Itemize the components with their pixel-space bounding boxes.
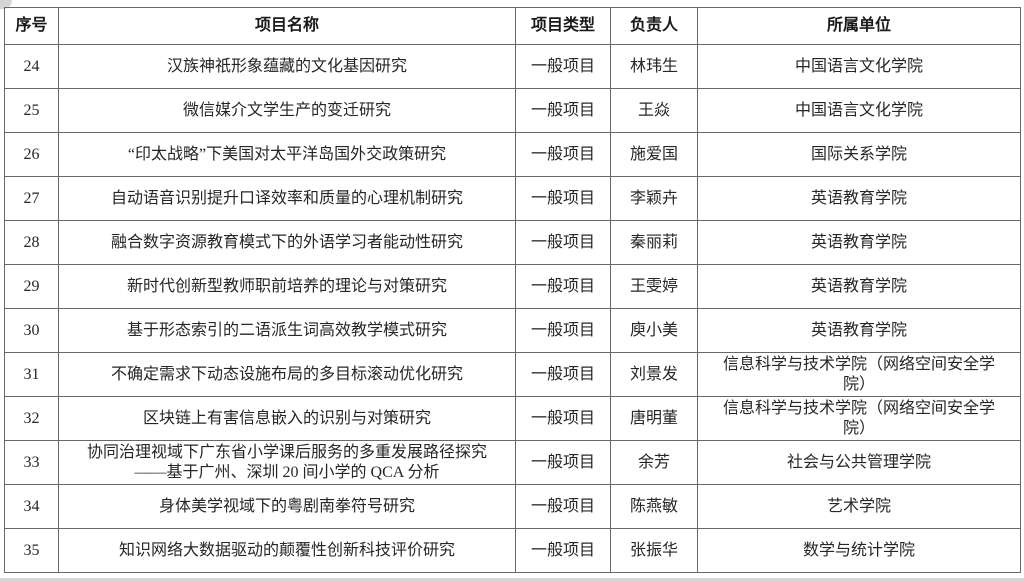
cell-project-name: 基于形态索引的二语派生词高效教学模式研究 bbox=[58, 308, 516, 353]
cell-seq: 31 bbox=[4, 352, 59, 397]
cell-project-name: 协同治理视域下广东省小学课后服务的多重发展路径探究 ——基于广州、深圳 20 间… bbox=[58, 440, 516, 485]
cell-project-type: 一般项目 bbox=[515, 220, 611, 265]
cell-project-name: 新时代创新型教师职前培养的理论与对策研究 bbox=[58, 264, 516, 309]
cell-project-name: 自动语音识别提升口译效率和质量的心理机制研究 bbox=[58, 176, 516, 221]
table-row: 35 知识网络大数据驱动的颠覆性创新科技评价研究 一般项目 张振华 数学与统计学… bbox=[4, 528, 1021, 573]
cell-leader: 庾小美 bbox=[610, 308, 698, 353]
scan-artifact-bottom-edge bbox=[0, 578, 1024, 581]
cell-project-name: 不确定需求下动态设施布局的多目标滚动优化研究 bbox=[58, 352, 516, 397]
cell-leader: 唐明董 bbox=[610, 396, 698, 441]
cell-leader: 王雯婷 bbox=[610, 264, 698, 309]
cell-leader: 秦丽莉 bbox=[610, 220, 698, 265]
cell-unit: 英语教育学院 bbox=[697, 220, 1021, 265]
cell-leader: 施爱国 bbox=[610, 132, 698, 177]
table-row: 25 微信媒介文学生产的变迁研究 一般项目 王焱 中国语言文化学院 bbox=[4, 88, 1021, 133]
header-unit: 所属单位 bbox=[697, 7, 1021, 45]
cell-project-name: 知识网络大数据驱动的颠覆性创新科技评价研究 bbox=[58, 528, 516, 573]
cell-unit: 信息科学与技术学院（网络空间安全学 院） bbox=[697, 396, 1021, 441]
cell-seq: 28 bbox=[4, 220, 59, 265]
cell-unit: 信息科学与技术学院（网络空间安全学 院） bbox=[697, 352, 1021, 397]
cell-unit: 数学与统计学院 bbox=[697, 528, 1021, 573]
table-row: 31 不确定需求下动态设施布局的多目标滚动优化研究 一般项目 刘景发 信息科学与… bbox=[4, 352, 1021, 397]
cell-unit: 英语教育学院 bbox=[697, 308, 1021, 353]
cell-project-type: 一般项目 bbox=[515, 132, 611, 177]
cell-seq: 34 bbox=[4, 484, 59, 529]
cell-unit: 国际关系学院 bbox=[697, 132, 1021, 177]
table-body: 24 汉族神祇形象蕴藏的文化基因研究 一般项目 林玮生 中国语言文化学院 25 … bbox=[4, 44, 1021, 573]
table-row: 24 汉族神祇形象蕴藏的文化基因研究 一般项目 林玮生 中国语言文化学院 bbox=[4, 44, 1021, 89]
cell-project-name: 融合数字资源教育模式下的外语学习者能动性研究 bbox=[58, 220, 516, 265]
cell-unit: 中国语言文化学院 bbox=[697, 88, 1021, 133]
scan-artifact-top-left bbox=[0, 0, 12, 9]
cell-project-type: 一般项目 bbox=[515, 440, 611, 485]
cell-project-type: 一般项目 bbox=[515, 484, 611, 529]
table-row: 29 新时代创新型教师职前培养的理论与对策研究 一般项目 王雯婷 英语教育学院 bbox=[4, 264, 1021, 309]
cell-seq: 25 bbox=[4, 88, 59, 133]
cell-leader: 刘景发 bbox=[610, 352, 698, 397]
cell-leader: 张振华 bbox=[610, 528, 698, 573]
cell-project-type: 一般项目 bbox=[515, 528, 611, 573]
cell-seq: 30 bbox=[4, 308, 59, 353]
cell-project-type: 一般项目 bbox=[515, 396, 611, 441]
cell-leader: 王焱 bbox=[610, 88, 698, 133]
cell-project-name: 身体美学视域下的粤剧南拳符号研究 bbox=[58, 484, 516, 529]
table-row: 27 自动语音识别提升口译效率和质量的心理机制研究 一般项目 李颖卉 英语教育学… bbox=[4, 176, 1021, 221]
cell-unit: 中国语言文化学院 bbox=[697, 44, 1021, 89]
cell-unit: 社会与公共管理学院 bbox=[697, 440, 1021, 485]
cell-seq: 29 bbox=[4, 264, 59, 309]
cell-seq: 27 bbox=[4, 176, 59, 221]
cell-project-type: 一般项目 bbox=[515, 264, 611, 309]
header-leader: 负责人 bbox=[610, 7, 698, 45]
cell-unit: 艺术学院 bbox=[697, 484, 1021, 529]
cell-leader: 林玮生 bbox=[610, 44, 698, 89]
cell-project-type: 一般项目 bbox=[515, 176, 611, 221]
cell-project-name: 区块链上有害信息嵌入的识别与对策研究 bbox=[58, 396, 516, 441]
cell-project-name: “印太战略”下美国对太平洋岛国外交政策研究 bbox=[58, 132, 516, 177]
table-row: 30 基于形态索引的二语派生词高效教学模式研究 一般项目 庾小美 英语教育学院 bbox=[4, 308, 1021, 353]
header-project-type: 项目类型 bbox=[515, 7, 611, 45]
table-header: 序号 项目名称 项目类型 负责人 所属单位 bbox=[4, 7, 1021, 45]
cell-seq: 33 bbox=[4, 440, 59, 485]
header-seq: 序号 bbox=[4, 7, 59, 45]
cell-seq: 35 bbox=[4, 528, 59, 573]
table-row: 28 融合数字资源教育模式下的外语学习者能动性研究 一般项目 秦丽莉 英语教育学… bbox=[4, 220, 1021, 265]
header-project-name: 项目名称 bbox=[58, 7, 516, 45]
header-row: 序号 项目名称 项目类型 负责人 所属单位 bbox=[4, 7, 1021, 45]
table-row: 32 区块链上有害信息嵌入的识别与对策研究 一般项目 唐明董 信息科学与技术学院… bbox=[4, 396, 1021, 441]
cell-leader: 余芳 bbox=[610, 440, 698, 485]
table-row: 26 “印太战略”下美国对太平洋岛国外交政策研究 一般项目 施爱国 国际关系学院 bbox=[4, 132, 1021, 177]
cell-unit: 英语教育学院 bbox=[697, 176, 1021, 221]
cell-project-name: 汉族神祇形象蕴藏的文化基因研究 bbox=[58, 44, 516, 89]
cell-project-type: 一般项目 bbox=[515, 44, 611, 89]
cell-project-type: 一般项目 bbox=[515, 88, 611, 133]
cell-project-type: 一般项目 bbox=[515, 308, 611, 353]
table-row: 33 协同治理视域下广东省小学课后服务的多重发展路径探究 ——基于广州、深圳 2… bbox=[4, 440, 1021, 485]
cell-project-type: 一般项目 bbox=[515, 352, 611, 397]
cell-leader: 陈燕敏 bbox=[610, 484, 698, 529]
cell-project-name: 微信媒介文学生产的变迁研究 bbox=[58, 88, 516, 133]
cell-leader: 李颖卉 bbox=[610, 176, 698, 221]
cell-unit: 英语教育学院 bbox=[697, 264, 1021, 309]
cell-seq: 26 bbox=[4, 132, 59, 177]
table-row: 34 身体美学视域下的粤剧南拳符号研究 一般项目 陈燕敏 艺术学院 bbox=[4, 484, 1021, 529]
cell-seq: 24 bbox=[4, 44, 59, 89]
project-list-table: 序号 项目名称 项目类型 负责人 所属单位 24 汉族神祇形象蕴藏的文化基因研究… bbox=[4, 7, 1021, 573]
cell-seq: 32 bbox=[4, 396, 59, 441]
